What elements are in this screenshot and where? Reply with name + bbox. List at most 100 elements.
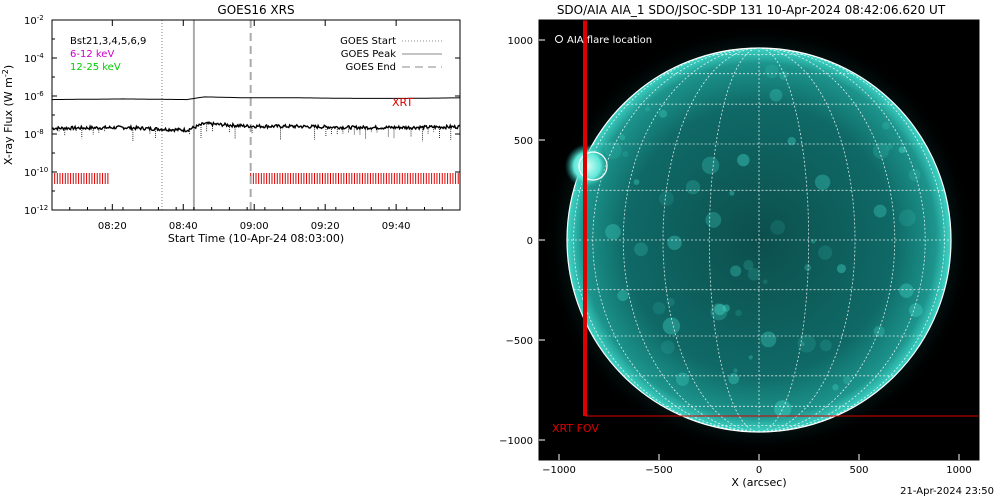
longitude-grid-line: [758, 47, 926, 433]
goes-event-legend: GOES Start GOES Peak GOES End: [340, 36, 442, 73]
y-tick-label: 10-12: [24, 204, 48, 217]
disk-bright-region: [658, 191, 674, 207]
disk-bright-region: [666, 297, 675, 307]
disk-bright-region: [764, 64, 779, 79]
disk-bright-region: [645, 106, 651, 112]
goes-x-axis-label: Start Time (10-Apr-24 08:03:00): [168, 232, 344, 245]
flare-location-circle: [578, 151, 608, 181]
legend-channel-label: Bst21,3,4,5,6,9: [70, 36, 146, 47]
disk-bright-region: [605, 224, 621, 240]
disk-bright-region: [685, 180, 701, 195]
disk-bright-region: [899, 283, 914, 298]
disk-bright-region: [747, 267, 761, 281]
y-tick-label: 0: [527, 236, 533, 247]
goes-plot-area: [51, 20, 461, 210]
disk-bright-region: [872, 142, 889, 159]
disk-bright-region: [909, 303, 923, 318]
disk-bright-region: [832, 384, 839, 391]
disk-bright-region: [873, 325, 885, 337]
disk-bright-region: [814, 174, 831, 190]
xrt-label: XRT: [392, 96, 413, 109]
disk-bright-region: [730, 265, 742, 277]
disk-bright-region: [633, 179, 640, 185]
disk-bright-region: [886, 143, 893, 150]
disk-bright-region: [675, 372, 690, 386]
disk-bright-region: [728, 373, 740, 385]
x-tick-label: 09:40: [382, 221, 411, 232]
xrt-fov-label: XRT FOV: [552, 422, 599, 435]
aia-x-ticks: −1000 −500 0 500 1000: [542, 454, 972, 476]
disk-bright-region: [604, 141, 622, 159]
legend-event-label: GOES Start: [340, 36, 396, 47]
aia-y-ticks: 1000 500 0 −500 −1000: [499, 36, 545, 447]
longitude-grid-line: [622, 47, 760, 433]
long-channel-series: [51, 96, 461, 101]
footer-date: 21-Apr-2024 23:50: [900, 486, 994, 497]
y-tick-label: 10-4: [24, 52, 44, 65]
aia-legend: AIA flare location: [555, 35, 652, 46]
goes-y-axis-label: X-ray Flux (W m-2): [1, 65, 15, 165]
y-tick-label: −500: [506, 336, 533, 347]
x-tick-label: 0: [756, 465, 762, 476]
disk-bright-region: [843, 376, 852, 385]
longitude-grid-line: [758, 47, 945, 433]
disk-bright-region: [729, 190, 735, 196]
x-tick-label: −500: [645, 465, 672, 476]
longitude-grid-line: [573, 47, 760, 433]
disk-bright-region: [743, 259, 754, 271]
x-tick-label: 08:40: [169, 221, 198, 232]
disk-bright-region: [774, 400, 792, 418]
disk-bright-region: [634, 242, 648, 257]
longitude-grid-line: [758, 47, 856, 433]
disk-bright-region: [737, 153, 750, 167]
y-tick-label: 10-10: [24, 166, 48, 179]
goes-channel-legend: Bst21,3,4,5,6,9 6-12 keV 12-25 keV: [70, 36, 146, 73]
disk-bright-region: [662, 317, 681, 335]
longitude-grid-line: [708, 47, 760, 433]
disk-bright-region: [714, 303, 726, 316]
solar-limb: [566, 47, 952, 433]
disk-bright-region: [898, 209, 916, 227]
flare-legend-label: AIA flare location: [567, 35, 652, 46]
disk-bright-region: [667, 235, 682, 250]
disk-bright-region: [769, 88, 783, 102]
disk-bright-region: [779, 71, 788, 80]
longitude-grid-line: [592, 47, 760, 433]
aia-x-axis-label: X (arcsec): [731, 476, 786, 489]
disk-bright-region: [820, 339, 832, 352]
longitude-grid-line: [758, 47, 810, 433]
disk-bright-region: [622, 151, 629, 158]
disk-bright-region: [710, 303, 728, 321]
goes-title: GOES16 XRS: [217, 3, 294, 17]
flare-legend-icon: [555, 35, 563, 43]
disk-bright-region: [800, 341, 805, 347]
y-tick-label: 500: [514, 136, 533, 147]
disk-bright-region: [760, 331, 777, 348]
disk-bright-region: [735, 309, 742, 317]
x-tick-label: 09:20: [311, 221, 340, 232]
disk-bright-region: [818, 245, 833, 260]
x-tick-label: 1000: [946, 465, 971, 476]
x-tick-label: −1000: [542, 465, 576, 476]
disk-bright-region: [873, 204, 887, 218]
aia-panel: SDO/AIA AIA_1 SDO/JSOC-SDP 131 10-Apr-20…: [499, 3, 980, 489]
aia-title: SDO/AIA AIA_1 SDO/JSOC-SDP 131 10-Apr-20…: [557, 3, 946, 17]
goes-y-ticks: 10-2 10-4 10-6 10-8 10-10 10-12: [24, 14, 460, 217]
x-tick-label: 09:00: [240, 221, 269, 232]
disk-bright-region: [722, 304, 730, 312]
disk-bright-region: [787, 136, 796, 146]
goes-panel: GOES16 XRS 10-2 10-4 10-6 10-8 10-10 10-12 08…: [1, 3, 461, 245]
short-channel-series: [51, 120, 461, 133]
y-tick-label: −1000: [499, 436, 533, 447]
disk-bright-region: [617, 289, 629, 302]
legend-channel-label: 6-12 keV: [70, 49, 114, 60]
goes-x-ticks: 08:20 08:40 09:00 09:20 09:40: [51, 20, 461, 232]
y-tick-label: 10-2: [24, 14, 44, 27]
disk-bright-region: [804, 264, 812, 272]
disk-bright-region: [882, 121, 890, 130]
disk-bright-region: [701, 156, 720, 175]
disk-bright-region: [748, 355, 753, 360]
legend-event-label: GOES Peak: [341, 49, 396, 60]
disk-bright-region: [898, 146, 906, 154]
